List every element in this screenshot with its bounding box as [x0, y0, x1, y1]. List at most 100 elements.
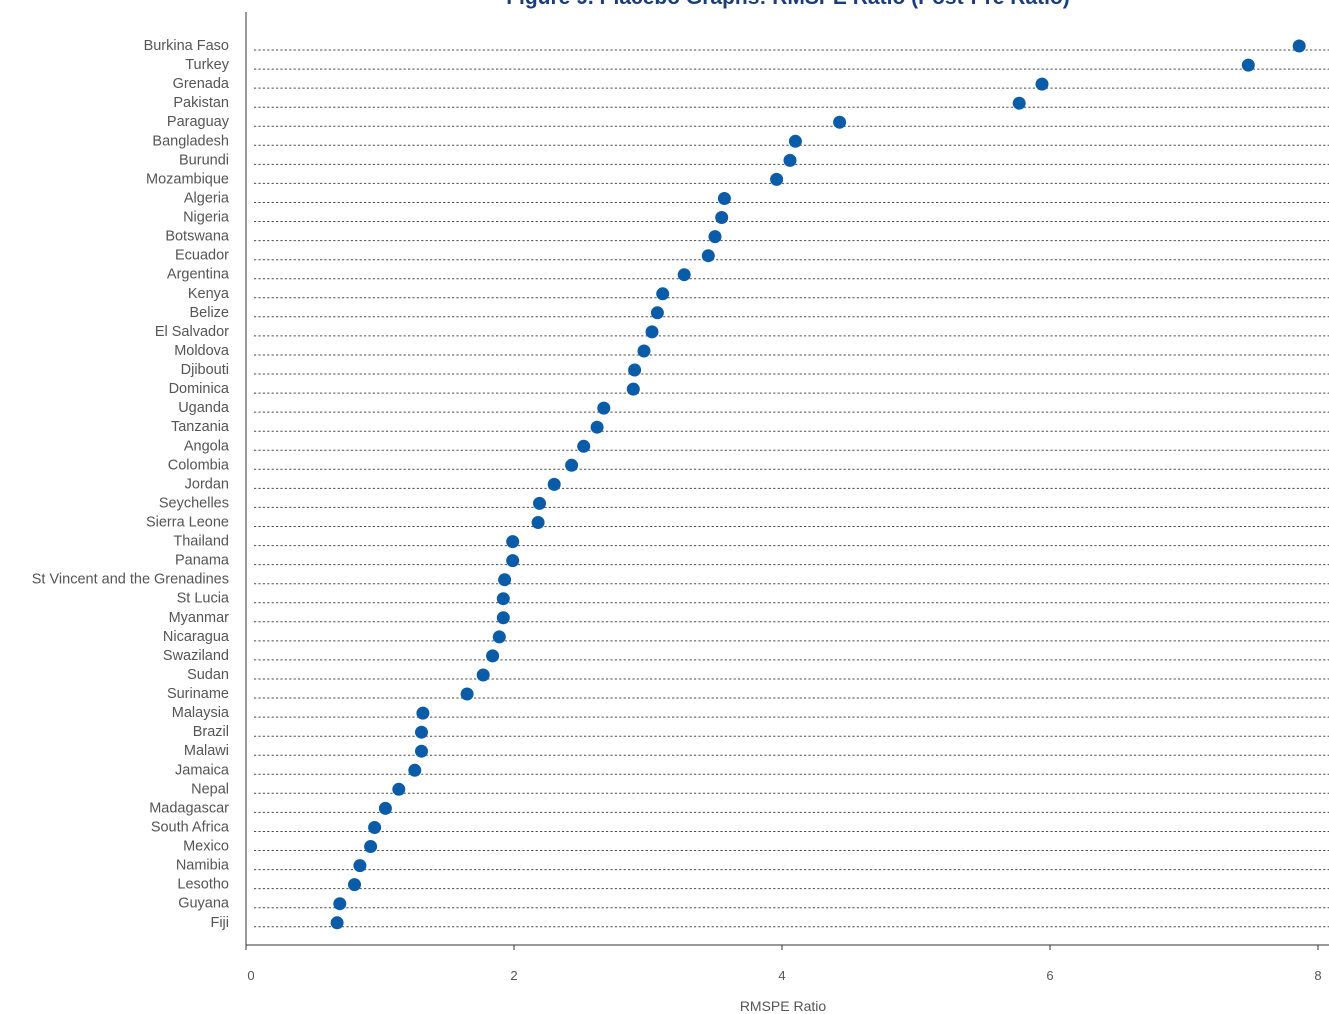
country-label-uganda: Uganda: [178, 400, 230, 416]
country-label-jamaica: Jamaica: [175, 762, 230, 778]
data-point-malaysia: [416, 706, 430, 720]
data-point-guyana: [333, 897, 347, 911]
country-label-south-africa: South Africa: [151, 820, 230, 836]
data-point-burundi: [783, 153, 797, 167]
country-label-algeria: Algeria: [184, 191, 230, 207]
country-label-belize: Belize: [190, 305, 230, 321]
country-label-myanmar: Myanmar: [169, 610, 230, 626]
country-label-lesotho: Lesotho: [177, 877, 229, 893]
data-point-nicaragua: [492, 630, 506, 644]
country-label-seychelles: Seychelles: [159, 495, 229, 511]
data-point-dominica: [626, 382, 640, 396]
country-label-sudan: Sudan: [187, 667, 229, 683]
x-axis-ticks: 0 2 4 6 8: [245, 945, 1322, 983]
country-label-swaziland: Swaziland: [163, 648, 229, 664]
country-label-bangladesh: Bangladesh: [152, 133, 229, 149]
country-label-colombia: Colombia: [168, 457, 230, 473]
country-label-moldova: Moldova: [174, 343, 230, 359]
country-label-burundi: Burundi: [179, 152, 229, 168]
data-point-el-salvador: [645, 325, 659, 339]
x-tick-label-4: 4: [778, 968, 785, 983]
data-point-myanmar: [496, 611, 510, 625]
data-point-fiji: [330, 916, 344, 930]
country-label-botswana: Botswana: [165, 229, 230, 245]
data-point-st-lucia: [496, 592, 510, 606]
country-label-madagascar: Madagascar: [149, 800, 229, 816]
data-point-thailand: [506, 535, 520, 549]
country-label-djibouti: Djibouti: [181, 362, 229, 378]
data-point-st-vincent-and-the-grenadines: [498, 573, 512, 587]
country-label-nicaragua: Nicaragua: [163, 629, 230, 645]
country-label-nigeria: Nigeria: [183, 210, 230, 226]
country-label-ecuador: Ecuador: [175, 248, 229, 264]
country-label-brazil: Brazil: [193, 724, 229, 740]
data-point-colombia: [565, 458, 579, 472]
country-label-thailand: Thailand: [173, 534, 229, 550]
country-label-nepal: Nepal: [191, 781, 229, 797]
data-point-turkey: [1241, 58, 1255, 72]
country-label-grenada: Grenada: [173, 76, 230, 92]
data-point-algeria: [717, 192, 731, 205]
data-point-angola: [577, 439, 591, 453]
country-label-sierra-leone: Sierra Leone: [146, 515, 229, 531]
data-point-ecuador: [701, 249, 715, 263]
country-label-namibia: Namibia: [176, 858, 230, 874]
data-point-belize: [650, 306, 664, 320]
data-point-nigeria: [715, 211, 729, 224]
country-label-guyana: Guyana: [178, 896, 230, 912]
data-point-tanzania: [590, 420, 604, 434]
data-point-swaziland: [486, 649, 500, 663]
data-point-brazil: [415, 725, 428, 739]
country-label-burkina-faso: Burkina Faso: [144, 38, 229, 54]
data-point-burkina-faso: [1292, 39, 1306, 53]
x-tick-label-6: 6: [1046, 968, 1053, 983]
chart-title: Figure 9. Placebo Graphs: RMSPE Ratio (P…: [506, 0, 1070, 9]
country-label-st-lucia: St Lucia: [177, 591, 230, 607]
country-label-jordan: Jordan: [185, 476, 229, 492]
country-label-mexico: Mexico: [183, 839, 229, 855]
data-point-panama: [506, 554, 520, 568]
x-tick-label-2: 2: [510, 968, 517, 983]
data-point-jamaica: [408, 763, 422, 777]
data-point-djibouti: [628, 363, 642, 377]
data-point-bangladesh: [788, 134, 802, 148]
data-point-mozambique: [770, 172, 784, 186]
country-label-pakistan: Pakistan: [173, 95, 229, 111]
data-point-jordan: [547, 477, 561, 491]
country-label-dominica: Dominica: [169, 381, 230, 397]
data-point-nepal: [392, 782, 406, 796]
data-point-seychelles: [533, 496, 546, 510]
data-point-sierra-leone: [531, 516, 545, 529]
country-label-malaysia: Malaysia: [172, 705, 230, 721]
data-point-pakistan: [1012, 96, 1026, 110]
data-point-mexico: [364, 840, 378, 853]
x-axis-title: RMSPE Ratio: [740, 998, 827, 1014]
data-point-moldova: [637, 344, 651, 358]
country-label-suriname: Suriname: [167, 686, 229, 702]
data-points: [330, 39, 1306, 930]
country-label-fiji: Fiji: [210, 915, 229, 931]
x-tick-label-8: 8: [1314, 968, 1321, 983]
data-point-south-africa: [368, 821, 382, 834]
data-point-madagascar: [378, 801, 392, 815]
data-point-paraguay: [833, 115, 847, 129]
x-tick-label-0: 0: [247, 968, 254, 983]
country-label-tanzania: Tanzania: [171, 419, 230, 435]
country-label-mozambique: Mozambique: [146, 171, 229, 187]
data-point-suriname: [460, 687, 474, 701]
data-point-lesotho: [348, 878, 361, 892]
data-point-botswana: [708, 230, 722, 244]
data-point-malawi: [415, 744, 428, 758]
country-label-angola: Angola: [184, 438, 230, 454]
country-label-panama: Panama: [175, 553, 230, 569]
country-label-malawi: Malawi: [184, 743, 229, 759]
data-point-kenya: [656, 287, 670, 301]
data-point-uganda: [597, 401, 611, 415]
country-label-el-salvador: El Salvador: [155, 324, 229, 340]
country-label-paraguay: Paraguay: [167, 114, 230, 130]
data-point-sudan: [476, 668, 490, 682]
country-label-turkey: Turkey: [185, 57, 230, 73]
country-labels: Burkina Faso Turkey Grenada Pakistan Paragua…: [32, 38, 230, 931]
country-label-argentina: Argentina: [167, 267, 230, 283]
